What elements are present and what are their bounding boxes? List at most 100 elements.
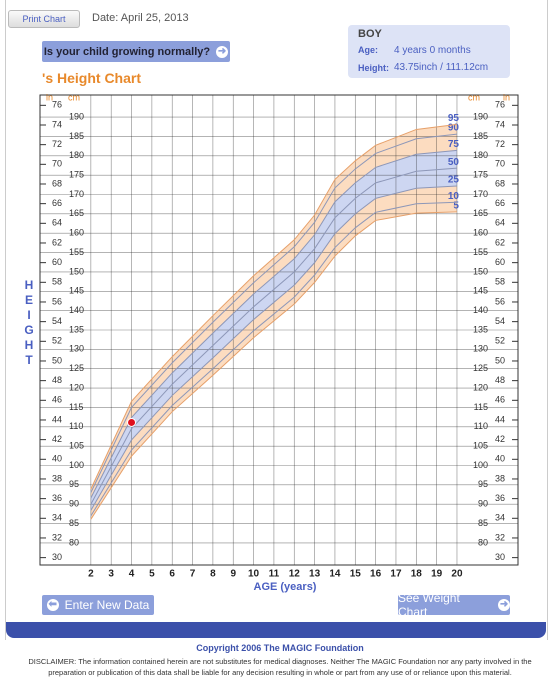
arrow-icon: ➜ — [498, 599, 510, 611]
y-tick-label: 95 — [69, 479, 79, 489]
y2-tick-label: 32 — [52, 532, 62, 542]
y2-tick-label: 34 — [52, 513, 62, 523]
y-tick-label: 105 — [69, 441, 84, 451]
y-tick-label: 80 — [69, 537, 79, 547]
footer-bar — [6, 622, 546, 638]
y-tick-label: 145 — [473, 286, 488, 296]
y-tick-label: 85 — [69, 518, 79, 528]
x-tick-label: 18 — [411, 569, 423, 580]
x-tick-label: 14 — [329, 569, 341, 580]
y2-tick-label: 48 — [52, 375, 62, 385]
series-label: 25 — [448, 175, 460, 186]
enter-text: Enter New Data — [64, 598, 150, 612]
question-text: Is your child growing normally? — [43, 45, 211, 58]
y2-tick-label: 62 — [495, 237, 505, 247]
y2-tick-label: 68 — [495, 178, 505, 188]
y-tick-label: 180 — [69, 150, 84, 160]
y-tick-label: 115 — [474, 402, 488, 412]
y2-tick-label: 56 — [495, 296, 505, 306]
y2-tick-label: 32 — [495, 532, 505, 542]
y2-tick-label: 66 — [52, 198, 62, 208]
y2-tick-label: 42 — [495, 434, 505, 444]
y-tick-label: 135 — [69, 324, 84, 334]
x-tick-label: 8 — [210, 569, 216, 580]
y-tick-label: 85 — [478, 518, 488, 528]
y-tick-label: 190 — [69, 111, 84, 121]
y-tick-label: 170 — [473, 189, 488, 199]
y-tick-label: 165 — [69, 208, 84, 218]
y2-tick-label: 46 — [52, 395, 62, 405]
y2-tick-label: 70 — [52, 159, 62, 169]
y-tick-label: 115 — [69, 402, 83, 412]
y2-tick-label: 44 — [52, 414, 62, 424]
y2-tick-label: 38 — [495, 473, 505, 483]
y-tick-label: 90 — [69, 499, 79, 509]
copyright: Copyright 2006 The MAGIC Foundation — [196, 643, 364, 653]
y2-unit: in — [503, 92, 510, 102]
x-tick-label: 10 — [248, 569, 260, 580]
y-tick-label: 90 — [478, 499, 488, 509]
y-tick-label: 155 — [473, 247, 488, 257]
y2-tick-label: 60 — [52, 257, 62, 267]
y-tick-label: 125 — [69, 363, 84, 373]
percentile-line — [90, 201, 457, 517]
x-tick-label: 12 — [289, 569, 301, 580]
x-tick-label: 13 — [309, 569, 321, 580]
y-tick-label: 100 — [473, 460, 488, 470]
profile-box: BOY Age: 4 years 0 months Height: 43.75i… — [348, 25, 510, 78]
y-tick-label: 175 — [473, 170, 488, 180]
y2-tick-label: 58 — [495, 277, 505, 287]
y-tick-label: 180 — [473, 150, 488, 160]
percentile-line — [90, 133, 458, 493]
y2-tick-label: 76 — [495, 100, 505, 110]
y2-tick-label: 58 — [52, 277, 62, 287]
y-tick-label: 140 — [69, 305, 84, 315]
y2-tick-label: 48 — [495, 375, 505, 385]
y-tick-label: 120 — [473, 382, 488, 392]
y2-tick-label: 34 — [495, 513, 505, 523]
height-label: Height: — [358, 63, 389, 73]
y2-tick-label: 50 — [495, 355, 505, 365]
series-label: 75 — [448, 139, 460, 150]
y-tick-label: 110 — [474, 421, 488, 431]
y2-tick-label: 30 — [52, 552, 62, 562]
y-unit: cm — [468, 92, 480, 102]
x-tick-label: 3 — [108, 569, 114, 580]
enter-button[interactable]: ⬅ Enter New Data — [42, 595, 154, 615]
y2-tick-label: 50 — [52, 355, 62, 365]
y-tick-label: 110 — [69, 421, 83, 431]
weight-text: See Weight Chart — [398, 591, 460, 619]
y-tick-label: 130 — [69, 344, 84, 354]
x-tick-label: 2 — [88, 569, 94, 580]
y-tick-label: 135 — [473, 324, 488, 334]
y2-tick-label: 40 — [52, 454, 62, 464]
y-tick-label: 190 — [473, 111, 488, 121]
x-tick-label: 20 — [451, 569, 463, 580]
y2-tick-label: 42 — [52, 434, 62, 444]
x-tick-label: 11 — [269, 569, 280, 580]
y-tick-label: 125 — [473, 363, 488, 373]
y2-tick-label: 46 — [495, 395, 505, 405]
y-tick-label: 140 — [473, 305, 488, 315]
age: 4 years 0 months — [394, 45, 471, 56]
y2-tick-label: 54 — [52, 316, 62, 326]
series-label: 10 — [448, 191, 460, 202]
print-button[interactable]: Print Chart — [8, 10, 80, 28]
y-tick-label: 95 — [478, 479, 488, 489]
y-tick-label: 100 — [69, 460, 84, 470]
y-tick-label: 150 — [473, 266, 488, 276]
percentile-line — [90, 149, 458, 499]
x-tick-label: 4 — [129, 569, 135, 580]
weight-button[interactable]: See Weight Chart ➜ — [398, 591, 510, 619]
y-tick-label: 165 — [473, 208, 488, 218]
y2-tick-label: 64 — [52, 218, 62, 228]
y-tick-label: 130 — [473, 344, 488, 354]
y2-tick-label: 72 — [52, 139, 62, 149]
x-tick-label: 19 — [431, 569, 443, 580]
series-label: 50 — [448, 157, 460, 168]
y-tick-label: 185 — [69, 131, 84, 141]
y2-tick-label: 36 — [52, 493, 62, 503]
question-button[interactable]: Is your child growing normally? ➜ — [42, 41, 230, 62]
y2-tick-label: 64 — [495, 218, 505, 228]
percentile-line — [90, 167, 458, 505]
